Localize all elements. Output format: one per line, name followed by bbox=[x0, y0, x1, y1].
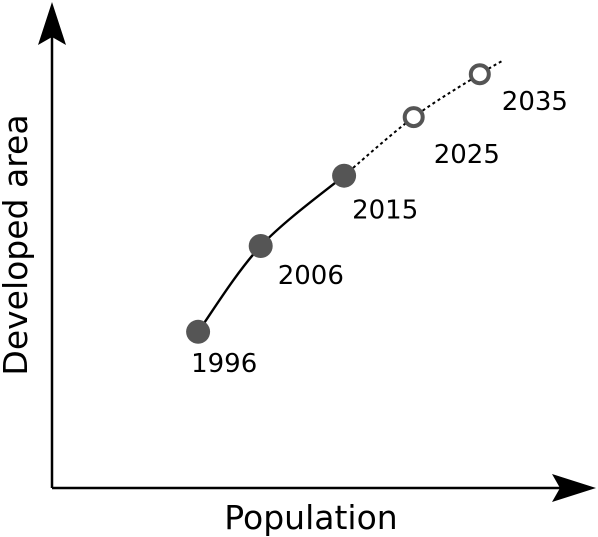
data-label-2035: 2035 bbox=[502, 87, 568, 117]
y-axis-label: Developed area bbox=[0, 114, 35, 375]
series-layer bbox=[197, 60, 503, 333]
data-label-2015: 2015 bbox=[352, 196, 418, 226]
y-axis-arrowhead bbox=[38, 2, 66, 45]
data-label-1996: 1996 bbox=[191, 349, 257, 379]
x-axis-arrowhead bbox=[552, 474, 596, 502]
data-point-1996 bbox=[186, 319, 211, 344]
data-label-2025: 2025 bbox=[434, 140, 500, 170]
data-point-2035 bbox=[468, 63, 491, 86]
data-point-2015 bbox=[332, 163, 357, 188]
data-point-2025 bbox=[402, 106, 425, 129]
series-line-observed bbox=[197, 174, 345, 333]
axes bbox=[38, 2, 596, 502]
data-label-2006: 2006 bbox=[278, 261, 344, 291]
x-axis-label: Population bbox=[224, 498, 397, 537]
data-point-2006 bbox=[248, 234, 273, 258]
marker-layer bbox=[186, 63, 491, 344]
